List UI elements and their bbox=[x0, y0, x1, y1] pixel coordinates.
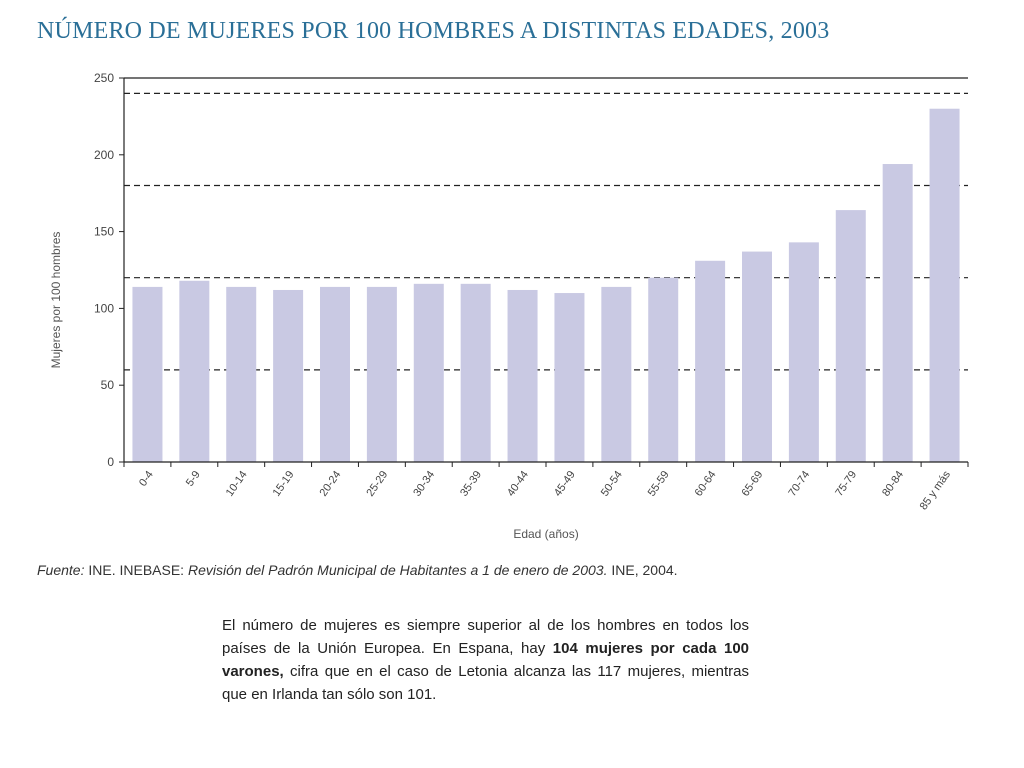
source-caption: Fuente: INE. INEBASE: Revisión del Padró… bbox=[37, 562, 678, 578]
chart-title: NÚMERO DE MUJERES POR 100 HOMBRES A DIST… bbox=[37, 18, 830, 44]
grid-lines bbox=[124, 92, 968, 371]
x-tick-label: 65-69 bbox=[739, 469, 765, 499]
note-text-1: El número de mujeres es siempre superior… bbox=[222, 617, 749, 657]
y-tick-label: 50 bbox=[101, 378, 115, 392]
bar bbox=[366, 286, 397, 462]
axes bbox=[119, 77, 969, 467]
y-tick-labels: 0 50 100 150 200 250 bbox=[94, 71, 114, 469]
x-tick-label: 50-54 bbox=[599, 469, 625, 499]
source-org: INE. INEBASE: bbox=[84, 562, 188, 578]
bar bbox=[273, 289, 304, 462]
note-bold: 104 mujeres por cada 100 varones, bbox=[222, 640, 750, 680]
bar bbox=[695, 260, 726, 462]
bar bbox=[554, 293, 585, 462]
source-prefix: Fuente: bbox=[37, 562, 85, 578]
x-tick-label: 45-49 bbox=[552, 469, 578, 499]
bar bbox=[648, 277, 679, 462]
source-suffix: INE, 2004. bbox=[607, 562, 678, 578]
bar bbox=[320, 286, 350, 462]
bar bbox=[882, 164, 913, 463]
x-tick-label: 60-64 bbox=[693, 469, 719, 499]
x-tick-label: 5-9 bbox=[184, 469, 203, 489]
x-tick-label: 55-59 bbox=[646, 469, 672, 499]
y-tick-label: 100 bbox=[94, 301, 114, 315]
x-tick-label: 75-79 bbox=[833, 469, 859, 499]
x-tick-label: 35-39 bbox=[458, 469, 484, 499]
source-document: Revisión del Padrón Municipal de Habitan… bbox=[187, 562, 608, 578]
x-tick-label: 85 y más bbox=[918, 468, 954, 512]
bars bbox=[132, 108, 960, 463]
bar bbox=[788, 242, 819, 462]
y-axis-label: Mujeres por 100 hombres bbox=[49, 232, 63, 369]
bar bbox=[460, 283, 491, 462]
x-tick-label: 25-29 bbox=[364, 469, 390, 499]
bar bbox=[226, 286, 257, 462]
x-axis-label: Edad (años) bbox=[513, 527, 578, 541]
x-tick-label: 70-74 bbox=[786, 469, 812, 499]
x-tick-label: 10-14 bbox=[224, 469, 250, 499]
x-tick-label: 30-34 bbox=[411, 469, 437, 499]
y-tick-label: 0 bbox=[107, 455, 114, 469]
note-text-2: cifra que en el caso de Letonia alcanza … bbox=[222, 663, 749, 703]
bar bbox=[742, 251, 772, 462]
bar bbox=[179, 280, 210, 462]
x-tick-label: 80-84 bbox=[880, 469, 906, 499]
y-tick-label: 250 bbox=[94, 71, 114, 85]
x-tick-label: 15-19 bbox=[271, 469, 297, 499]
x-tick-labels: 0-4 5-9 10-14 15-19 20-24 25-29 30-34 35-39 40-4… bbox=[137, 468, 953, 512]
bar bbox=[507, 289, 538, 462]
x-tick-label: 40-44 bbox=[505, 469, 531, 499]
bar bbox=[929, 108, 960, 462]
y-tick-label: 150 bbox=[94, 225, 114, 239]
bar bbox=[835, 210, 866, 462]
x-tick-label: 20-24 bbox=[317, 469, 343, 499]
y-tick-label: 200 bbox=[94, 148, 114, 162]
bar bbox=[601, 286, 632, 462]
bar bbox=[413, 283, 444, 462]
bar bbox=[132, 286, 163, 462]
bar-chart: 0 50 100 150 200 250 0-4 5-9 10-14 15-19 20-24 25-… bbox=[49, 71, 969, 541]
x-tick-label: 0-4 bbox=[137, 469, 156, 489]
explanatory-note: El número de mujeres es siempre superior… bbox=[222, 614, 749, 706]
